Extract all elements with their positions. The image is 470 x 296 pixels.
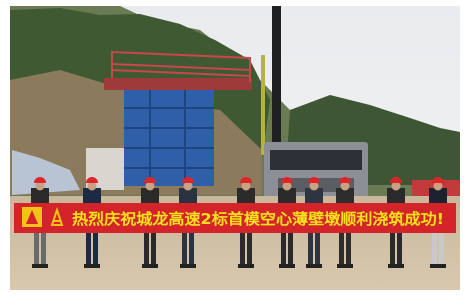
worker-leg (346, 233, 351, 265)
worker-leg (240, 233, 245, 265)
shoe (279, 264, 295, 268)
worker-leg (339, 233, 344, 265)
pole (261, 55, 265, 155)
shoe (142, 264, 158, 268)
worker-leg (93, 233, 98, 265)
shoe (238, 264, 254, 268)
worker-leg (397, 233, 402, 265)
worker-leg (439, 233, 444, 265)
worker-leg (41, 233, 46, 265)
worker-leg (144, 233, 149, 265)
worker-leg (189, 233, 194, 265)
shoe (306, 264, 322, 268)
shoe (84, 264, 100, 268)
worker-leg (288, 233, 293, 265)
worker-leg (315, 233, 320, 265)
worker-leg (86, 233, 91, 265)
worker-leg (281, 233, 286, 265)
banner-text: 热烈庆祝城龙高速2标首模空心薄壁墩顺利浇筑成功! (72, 210, 444, 228)
truck-window (270, 150, 362, 170)
shoe (337, 264, 353, 268)
shoe (388, 264, 404, 268)
photo: 热烈庆祝城龙高速2标首模空心薄壁墩顺利浇筑成功! (0, 0, 470, 296)
formwork (124, 88, 214, 186)
shoe (180, 264, 196, 268)
worker-leg (34, 233, 39, 265)
worker-leg (308, 233, 313, 265)
worker-leg (151, 233, 156, 265)
worker-leg (390, 233, 395, 265)
shoe (430, 264, 446, 268)
worker-leg (432, 233, 437, 265)
shoe (32, 264, 48, 268)
worker-leg (182, 233, 187, 265)
worker-leg (247, 233, 252, 265)
platform (104, 78, 252, 90)
